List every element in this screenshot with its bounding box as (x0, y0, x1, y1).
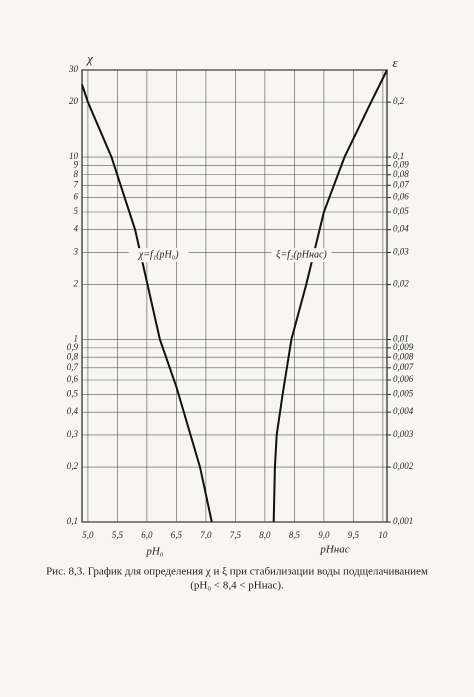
curve-label: ξ=f₂(pHнас) (276, 249, 327, 260)
y-tick-label: 10 (69, 151, 79, 161)
y2-tick-label: 0,08 (393, 169, 409, 179)
y-tick-label: 0,4 (67, 406, 79, 416)
plot-frame (81, 69, 388, 523)
caption-line: Рис. 8,3. График для определения χ и ξ п… (46, 566, 428, 578)
curve (81, 84, 213, 523)
label-bg (271, 248, 332, 263)
y2-tick-label: 0,04 (393, 224, 409, 234)
y2-tick-label: 0,006 (393, 374, 414, 384)
x-tick-label: 7,5 (230, 530, 242, 540)
y-tick-label: 2 (74, 279, 79, 289)
y-tick-label: 30 (68, 64, 79, 74)
x-tick-label: 8,0 (259, 530, 271, 540)
caption-line: (pH₀ < 8,4 < pHнас). (190, 580, 284, 592)
y2-tick-label: 0,001 (393, 516, 413, 526)
y-tick-label: 20 (69, 96, 79, 106)
y-tick-label: 0,5 (67, 389, 79, 399)
y-tick-label: 7 (74, 179, 79, 189)
y2-tick-label: 0,01 (393, 334, 409, 344)
x2-axis-label: pHнас (319, 544, 349, 556)
x-tick-label: 6,5 (171, 530, 183, 540)
y2-tick-label: 0,09 (393, 159, 409, 169)
y2-axis-label: ε (392, 55, 398, 70)
x-tick-label: 10 (378, 530, 388, 540)
x-tick-label: 7,0 (200, 530, 212, 540)
y2-tick-label: 0,003 (393, 429, 414, 439)
y-axis-label: χ (85, 51, 93, 66)
y2-tick-label: 0,02 (393, 279, 409, 289)
y2-tick-label: 0,009 (393, 342, 414, 352)
y2-tick-label: 0,008 (393, 351, 414, 361)
y2-tick-label: 0,06 (393, 192, 409, 202)
x-tick-label: 6,0 (141, 530, 153, 540)
y2-tick-label: 0,2 (393, 96, 405, 106)
y2-tick-label: 0,1 (393, 151, 404, 161)
y-tick-label: 4 (74, 224, 79, 234)
y2-tick-label: 0,002 (393, 461, 414, 471)
y2-tick-label: 0,005 (393, 389, 414, 399)
y-tick-label: 3 (73, 247, 79, 257)
y-tick-label: 9 (74, 159, 79, 169)
y-tick-label: 0,9 (67, 342, 79, 352)
y-tick-label: 0,3 (67, 429, 79, 439)
x-tick-label: 9,0 (318, 530, 330, 540)
y2-tick-label: 0,05 (393, 206, 409, 216)
x-tick-label: 8,5 (289, 530, 301, 540)
y-tick-label: 1 (74, 334, 79, 344)
x-tick-label: 5,0 (82, 530, 94, 540)
y-tick-label: 0,2 (67, 461, 79, 471)
curve-label: χ=f₁(pH₀) (138, 249, 179, 260)
y-tick-label: 0,6 (67, 374, 79, 384)
y2-tick-label: 0,007 (393, 362, 414, 372)
y2-tick-label: 0,03 (393, 247, 409, 257)
x-axis-label: pH₀ (145, 546, 163, 558)
y2-tick-label: 0,07 (393, 179, 409, 189)
x-tick-label: 9,5 (348, 530, 360, 540)
y2-tick-label: 0,004 (393, 406, 414, 416)
x-tick-label: 5,5 (112, 530, 124, 540)
label-bg (128, 248, 189, 263)
curve (272, 69, 388, 523)
y-tick-label: 0,7 (67, 362, 79, 372)
y-tick-label: 5 (74, 206, 79, 216)
y-tick-label: 0,1 (67, 516, 78, 526)
y-tick-label: 6 (74, 192, 79, 202)
y-tick-label: 8 (74, 169, 79, 179)
y-tick-label: 0,8 (67, 351, 79, 361)
